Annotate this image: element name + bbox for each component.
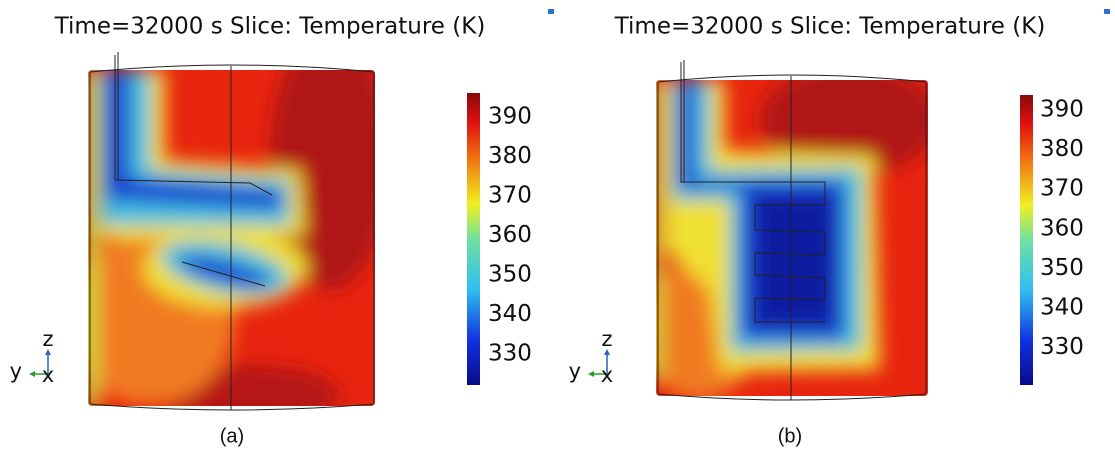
colorbar-tick-label: 350 xyxy=(488,262,532,288)
axis-triad xyxy=(604,349,610,355)
temperature-field-b xyxy=(755,195,833,325)
axis-triad xyxy=(29,349,610,377)
temperature-field-a xyxy=(178,255,272,289)
axis-label-z: z xyxy=(42,327,53,351)
colorbar-tick-label: 360 xyxy=(1040,215,1084,241)
colorbar xyxy=(1020,95,1033,385)
temperature-field-a xyxy=(105,70,285,210)
temperature-field-a xyxy=(88,70,375,406)
colorbar-tick-label: 340 xyxy=(1040,295,1084,321)
geometry-lines-b xyxy=(657,60,927,401)
temperature-field-a xyxy=(88,70,98,406)
axis-label-x: x xyxy=(42,363,54,387)
temperature-field-b xyxy=(656,80,662,380)
colorbar-tick-label: 370 xyxy=(1040,176,1084,202)
colorbar-tick-label: 330 xyxy=(1040,334,1084,360)
axis-triad xyxy=(588,371,594,377)
geometry-lines-b xyxy=(680,62,826,323)
caption: (b) xyxy=(778,425,802,447)
axis-label-y: y xyxy=(569,359,581,383)
colorbar-tick-label: 340 xyxy=(488,301,532,327)
geometry-lines-a xyxy=(89,52,375,411)
colorbar-tick-label: 370 xyxy=(488,183,532,209)
icon xyxy=(548,9,554,14)
colorbar-tick-label: 360 xyxy=(488,222,532,248)
colorbar-tick-label: 380 xyxy=(1040,136,1084,162)
geometry-lines-b xyxy=(657,74,927,401)
colorbar-tick-label: 380 xyxy=(488,143,532,169)
geometry-lines-a xyxy=(114,55,273,196)
panel-title: Time=32000 s Slice: Temperature (K) xyxy=(54,14,486,40)
icon xyxy=(1104,9,1110,14)
colorbar-tick-label: 350 xyxy=(1040,255,1084,281)
colorbar-tick-label: 390 xyxy=(1040,97,1084,123)
axis-label-y: y xyxy=(10,359,22,383)
colorbar-tick-label: 330 xyxy=(488,341,532,367)
axis-triad xyxy=(29,371,35,377)
icon xyxy=(548,9,1110,14)
colorbar xyxy=(467,93,480,385)
temperature-field-b xyxy=(760,80,928,175)
panel-title: Time=32000 s Slice: Temperature (K) xyxy=(614,14,1046,40)
geometry-lines-a xyxy=(89,64,375,411)
caption: (a) xyxy=(220,425,244,447)
temperature-field-a xyxy=(88,70,375,406)
temperature-field-b xyxy=(656,80,928,396)
axis-label-x: x xyxy=(601,363,613,387)
temperature-field-b xyxy=(656,80,928,396)
axis-triad xyxy=(45,349,51,355)
axis-label-z: z xyxy=(601,327,612,351)
geometry-lines-a xyxy=(181,261,266,287)
colorbar-tick-label: 390 xyxy=(488,104,532,130)
